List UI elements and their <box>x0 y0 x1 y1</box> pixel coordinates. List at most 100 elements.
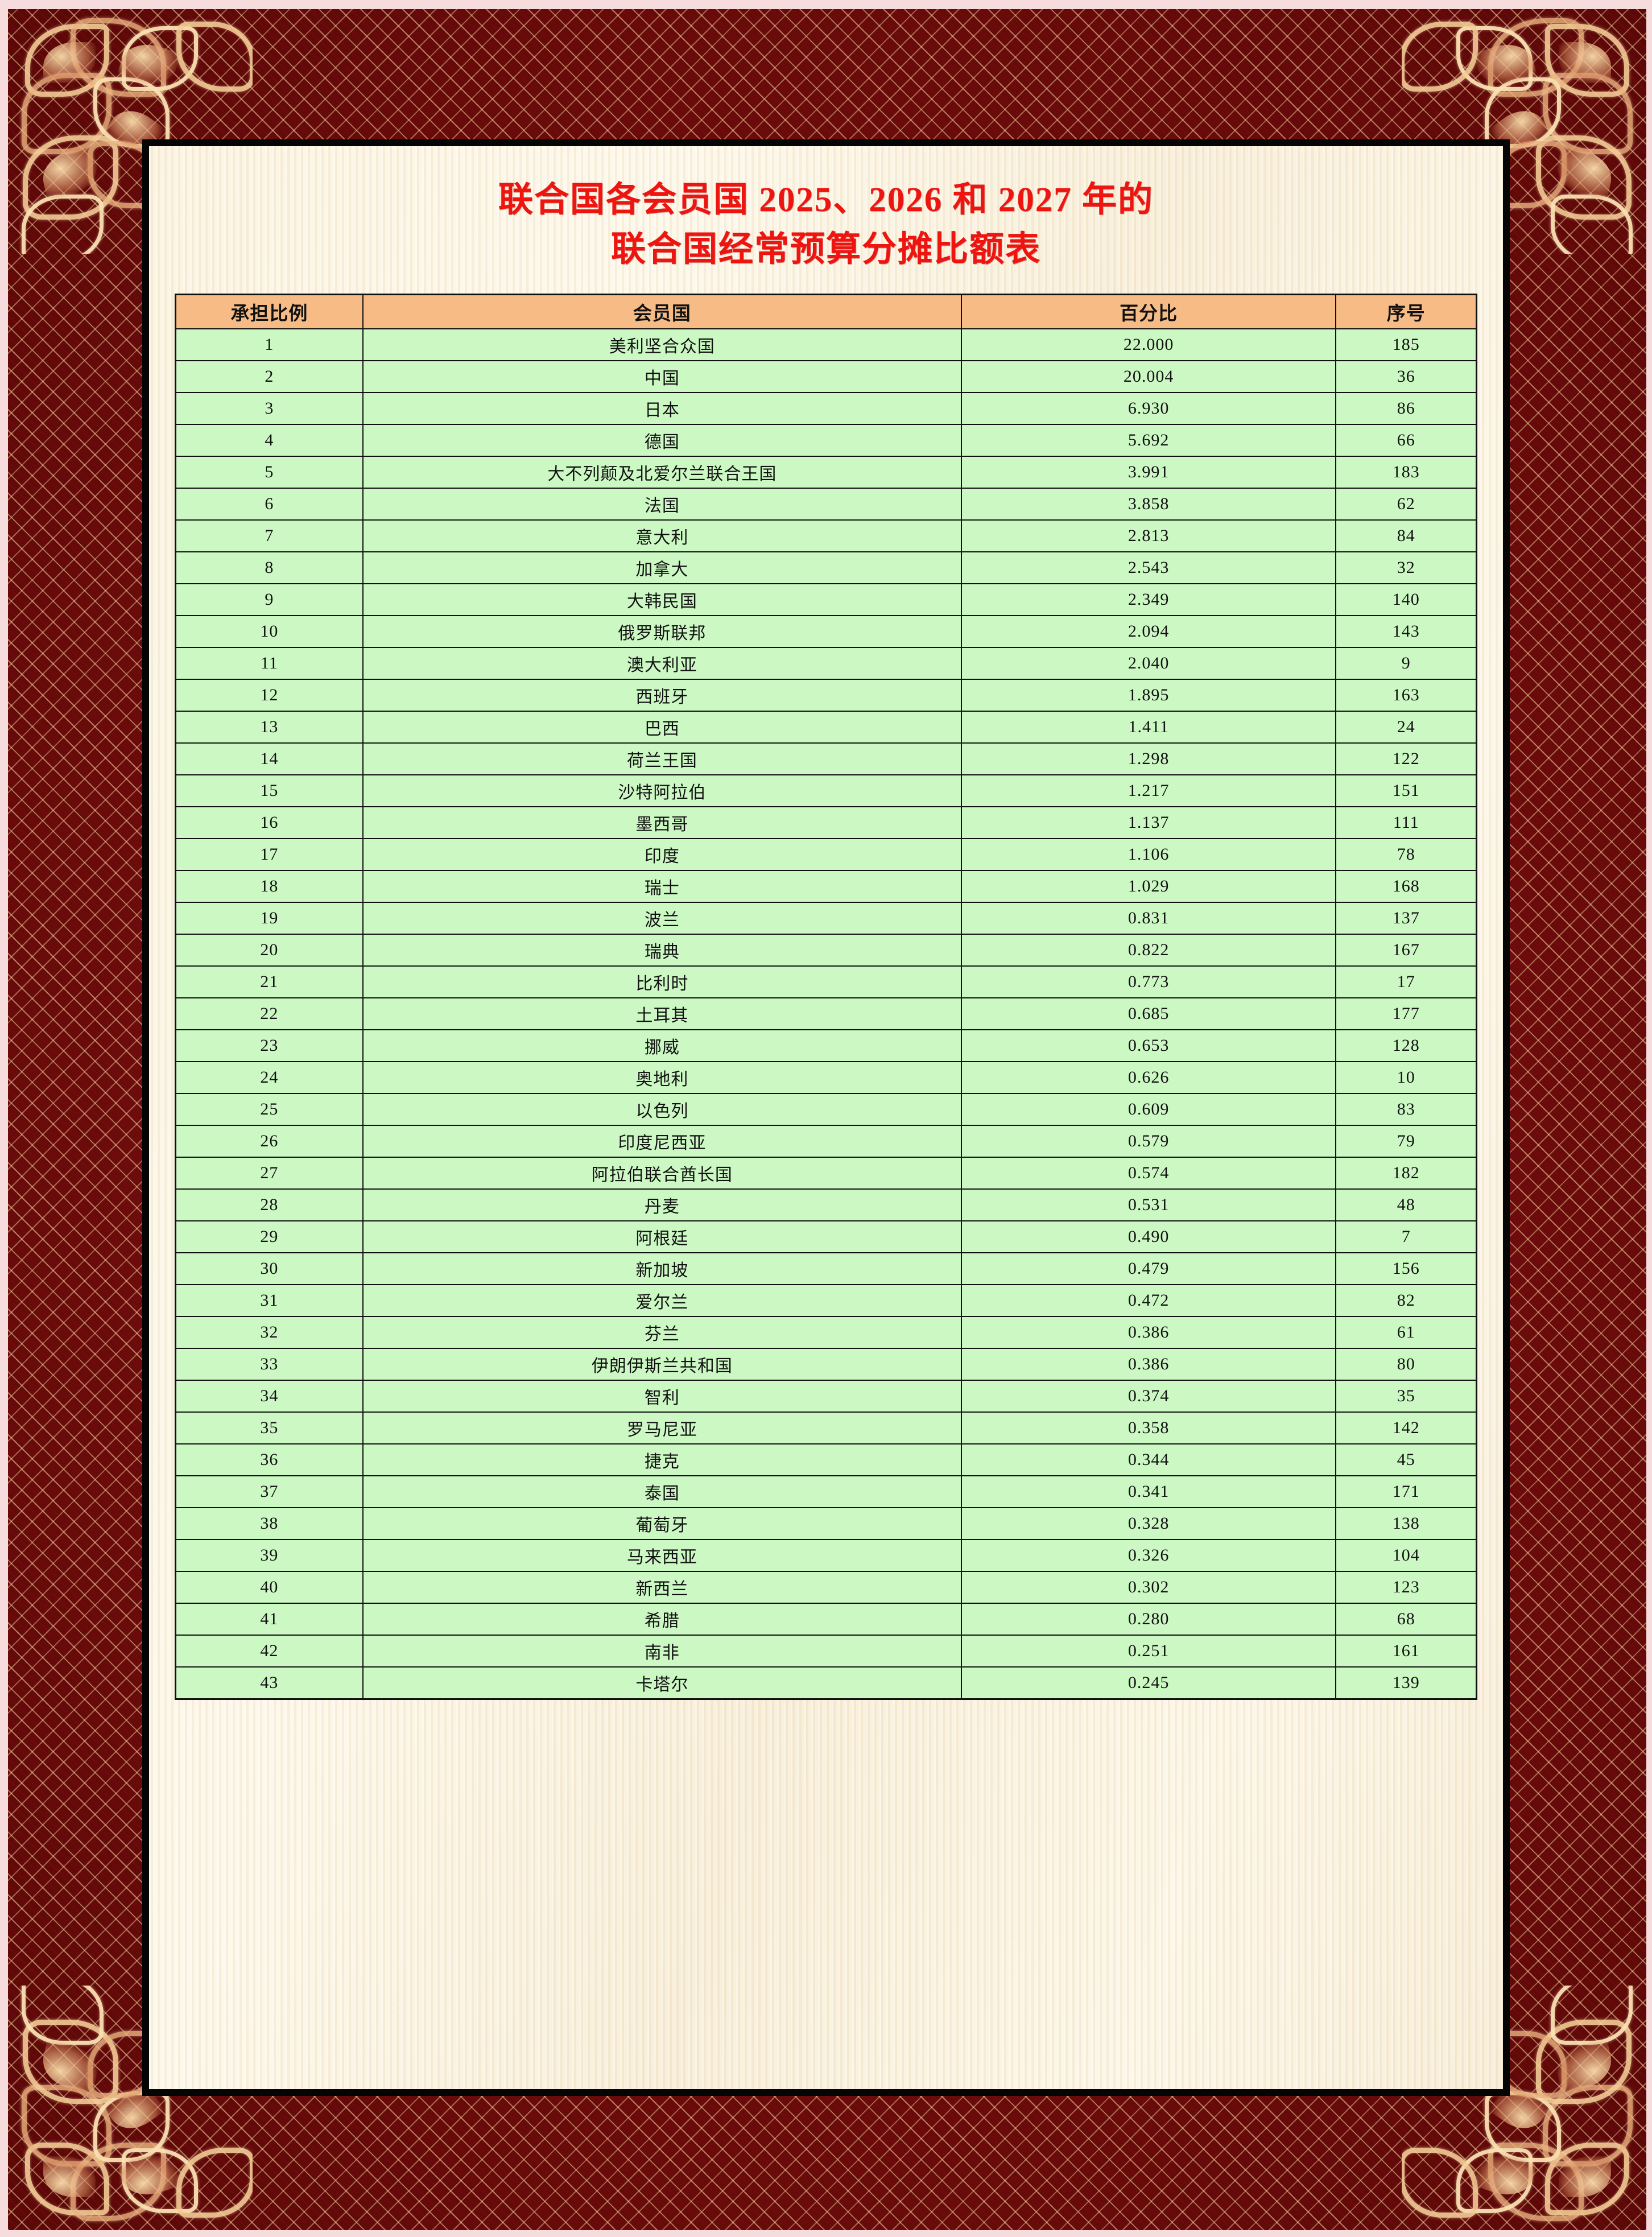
cell-seq: 104 <box>1335 1539 1477 1572</box>
table-body: 1 美利坚合众国 22.000 185 2 中国 20.004 36 3 日本 6.930 86 4 德国… <box>175 328 1477 1700</box>
cell-member: 挪威 <box>362 1029 962 1063</box>
table-row: 4 德国 5.692 66 <box>175 424 1477 457</box>
cell-rank: 40 <box>175 1571 364 1604</box>
cell-rank: 24 <box>175 1061 364 1095</box>
cell-seq: 122 <box>1335 742 1477 776</box>
cell-seq: 17 <box>1335 965 1477 999</box>
cell-rank: 35 <box>175 1411 364 1445</box>
cell-rank: 15 <box>175 774 364 808</box>
cell-member: 卡塔尔 <box>362 1666 962 1700</box>
table-row: 39 马来西亚 0.326 104 <box>175 1539 1477 1572</box>
table-row: 43 卡塔尔 0.245 139 <box>175 1666 1477 1700</box>
table-row: 5 大不列颠及北爱尔兰联合王国 3.991 183 <box>175 456 1477 489</box>
cell-rank: 14 <box>175 742 364 776</box>
cell-seq: 128 <box>1335 1029 1477 1063</box>
cell-seq: 61 <box>1335 1316 1477 1349</box>
cell-seq: 10 <box>1335 1061 1477 1095</box>
cell-percent: 0.574 <box>960 1157 1337 1190</box>
table-row: 29 阿根廷 0.490 7 <box>175 1220 1477 1254</box>
cell-rank: 32 <box>175 1316 364 1349</box>
cell-seq: 45 <box>1335 1443 1477 1477</box>
cell-seq: 7 <box>1335 1220 1477 1254</box>
cell-member: 奥地利 <box>362 1061 962 1095</box>
cell-rank: 21 <box>175 965 364 999</box>
cell-percent: 1.137 <box>960 806 1337 840</box>
cell-percent: 0.245 <box>960 1666 1337 1700</box>
cell-seq: 111 <box>1335 806 1477 840</box>
cell-rank: 43 <box>175 1666 364 1700</box>
cell-seq: 68 <box>1335 1603 1477 1636</box>
cell-seq: 167 <box>1335 934 1477 967</box>
cell-member: 新加坡 <box>362 1252 962 1286</box>
cell-rank: 25 <box>175 1093 364 1126</box>
cell-member: 美利坚合众国 <box>362 328 962 362</box>
cell-percent: 0.579 <box>960 1125 1337 1158</box>
cell-seq: 32 <box>1335 551 1477 585</box>
cell-member: 俄罗斯联邦 <box>362 615 962 649</box>
cell-seq: 86 <box>1335 392 1477 426</box>
cell-member: 中国 <box>362 360 962 394</box>
cell-seq: 62 <box>1335 488 1477 521</box>
cell-rank: 36 <box>175 1443 364 1477</box>
cell-member: 法国 <box>362 488 962 521</box>
cell-percent: 0.326 <box>960 1539 1337 1572</box>
cell-percent: 0.531 <box>960 1188 1337 1222</box>
contributions-table: 承担比例 会员国 百分比 序号 1 美利坚合众国 22.000 185 2 中国 20.00… <box>175 294 1477 1701</box>
cell-member: 阿根廷 <box>362 1220 962 1254</box>
cell-member: 希腊 <box>362 1603 962 1636</box>
cell-member: 新西兰 <box>362 1571 962 1604</box>
paper-sheet: 联合国各会员国 2025、2026 和 2027 年的 联合国经常预算分摊比额表… <box>149 146 1503 2089</box>
cell-rank: 30 <box>175 1252 364 1286</box>
cell-percent: 0.822 <box>960 934 1337 967</box>
cell-rank: 4 <box>175 424 364 457</box>
table-row: 30 新加坡 0.479 156 <box>175 1252 1477 1286</box>
title-line-1: 联合国各会员国 2025、2026 和 2027 年的 <box>498 181 1154 219</box>
cell-percent: 0.328 <box>960 1507 1337 1541</box>
cell-seq: 163 <box>1335 679 1477 712</box>
col-header-member: 会员国 <box>362 294 962 330</box>
table-row: 22 土耳其 0.685 177 <box>175 997 1477 1031</box>
cell-percent: 3.858 <box>960 488 1337 521</box>
cell-member: 日本 <box>362 392 962 426</box>
cell-percent: 2.040 <box>960 647 1337 680</box>
cell-seq: 138 <box>1335 1507 1477 1541</box>
table-row: 2 中国 20.004 36 <box>175 360 1477 394</box>
cell-rank: 34 <box>175 1380 364 1413</box>
cell-seq: 82 <box>1335 1284 1477 1318</box>
cell-rank: 18 <box>175 870 364 903</box>
table-row: 7 意大利 2.813 84 <box>175 519 1477 553</box>
cell-rank: 26 <box>175 1125 364 1158</box>
cell-percent: 1.106 <box>960 838 1337 872</box>
table-row: 15 沙特阿拉伯 1.217 151 <box>175 774 1477 808</box>
cell-seq: 182 <box>1335 1157 1477 1190</box>
cell-rank: 23 <box>175 1029 364 1063</box>
cell-seq: 83 <box>1335 1093 1477 1126</box>
cell-percent: 0.653 <box>960 1029 1337 1063</box>
cell-percent: 0.472 <box>960 1284 1337 1318</box>
cell-seq: 137 <box>1335 902 1477 935</box>
cell-percent: 0.302 <box>960 1571 1337 1604</box>
cell-rank: 33 <box>175 1348 364 1381</box>
col-header-seq: 序号 <box>1335 294 1477 330</box>
cell-percent: 1.411 <box>960 711 1337 744</box>
cell-member: 罗马尼亚 <box>362 1411 962 1445</box>
cell-seq: 78 <box>1335 838 1477 872</box>
cell-percent: 0.626 <box>960 1061 1337 1095</box>
cell-rank: 39 <box>175 1539 364 1572</box>
cell-rank: 11 <box>175 647 364 680</box>
col-header-rank: 承担比例 <box>175 294 364 330</box>
cell-seq: 151 <box>1335 774 1477 808</box>
cell-rank: 20 <box>175 934 364 967</box>
cell-percent: 2.349 <box>960 583 1337 617</box>
table-row: 32 芬兰 0.386 61 <box>175 1316 1477 1349</box>
cell-percent: 0.490 <box>960 1220 1337 1254</box>
cell-member: 西班牙 <box>362 679 962 712</box>
table-row: 1 美利坚合众国 22.000 185 <box>175 328 1477 362</box>
table-row: 41 希腊 0.280 68 <box>175 1603 1477 1636</box>
table-row: 36 捷克 0.344 45 <box>175 1443 1477 1477</box>
cell-rank: 1 <box>175 328 364 362</box>
cell-seq: 66 <box>1335 424 1477 457</box>
cell-rank: 6 <box>175 488 364 521</box>
cell-member: 土耳其 <box>362 997 962 1031</box>
cell-percent: 3.991 <box>960 456 1337 489</box>
